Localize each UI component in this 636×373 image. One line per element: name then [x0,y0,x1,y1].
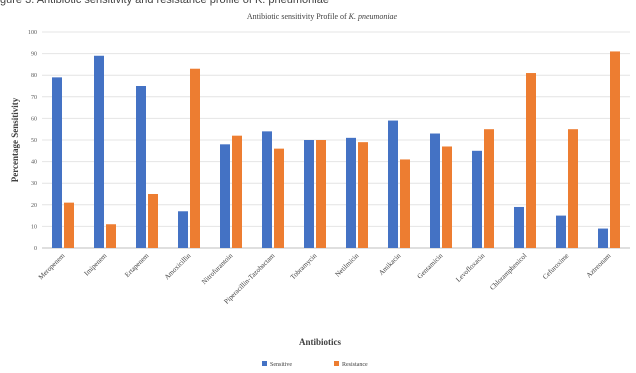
bar-resistance [316,140,326,248]
y-tick-label: 100 [28,30,37,36]
x-category-label: Nitrofurantoin [200,251,235,286]
y-tick-label: 0 [34,246,37,252]
bar-sensitive [178,211,188,248]
chart-title-main: Antibiotic sensitivity Profile of [247,12,349,21]
legend-swatch [262,361,267,366]
legend-label: Resistance [342,362,368,368]
y-tick-label: 30 [31,181,37,187]
gridlines [42,31,630,249]
bars [52,51,620,249]
y-tick-label: 50 [31,138,37,144]
bar-sensitive [514,206,524,248]
y-tick-labels: 0 10 20 30 40 50 60 70 80 90 100 [28,30,37,252]
bar-sensitive [52,77,62,248]
bar-sensitive [220,144,230,248]
bar-resistance [106,224,116,248]
bar-resistance [484,129,494,248]
x-category-label: Ertapenem [123,251,150,278]
legend: Sensitive Resistance [262,361,368,368]
x-category-label: Chloramphenicol [488,252,528,292]
bar-resistance [610,51,620,248]
bar-sensitive [388,120,398,248]
y-tick-label: 40 [31,160,37,166]
bar-sensitive [598,228,608,248]
y-tick-label: 20 [31,203,37,209]
x-category-label: Tobramycin [289,251,319,281]
y-tick-label: 70 [31,95,37,101]
x-category-label: Aztreonam [585,251,613,279]
bar-sensitive [136,86,146,248]
y-tick-label: 10 [31,224,37,230]
x-category-label: Imipenem [83,251,109,277]
figure-caption: gure 3. Antibiotic sensitivity and resis… [0,0,329,6]
bar-resistance [64,202,74,248]
y-tick-label: 90 [31,52,37,58]
chart-title-organism: K. pneumoniae [348,12,398,21]
legend-swatch [334,361,339,366]
x-category-label: Netilmicin [334,251,361,278]
bar-sensitive [304,140,314,248]
x-category-label: Amoxicillin [163,251,193,281]
bar-resistance [358,142,368,248]
bar-resistance [568,129,578,248]
y-tick-label: 80 [31,73,37,79]
bar-resistance [442,146,452,248]
x-category-label: Gentamicin [416,251,445,280]
bar-resistance [190,68,200,248]
y-axis-title: Percentage Sensitivity [10,97,20,182]
x-axis-title: Antibiotics [299,337,342,347]
bar-sensitive [472,150,482,248]
bar-resistance [400,159,410,248]
x-category-label: Amikacin [377,251,403,277]
bar-sensitive [94,55,104,249]
bar-sensitive [430,133,440,248]
bar-resistance [526,73,536,248]
y-tick-label: 60 [31,116,37,122]
legend-label: Sensitive [270,362,292,368]
x-category-label: Levofloxacin [454,251,486,283]
bar-sensitive [262,131,272,248]
x-category-label: Meropenem [37,251,67,281]
bar-sensitive [346,137,356,248]
bar-resistance [232,135,242,248]
x-category-label: Cefuroxime [541,252,570,281]
bar-resistance [274,148,284,248]
bar-sensitive [556,215,566,248]
chart-title: Antibiotic sensitivity Profile of K. pne… [247,12,398,21]
bar-resistance [148,194,158,248]
x-category-labels: Meropenem Imipenem Ertapenem Amoxicillin Nit… [37,251,613,305]
